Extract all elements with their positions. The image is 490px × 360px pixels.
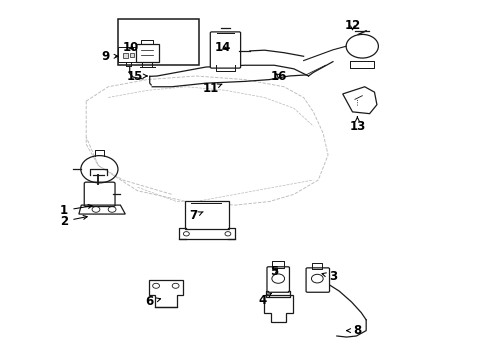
Text: 6: 6 — [146, 296, 161, 309]
FancyBboxPatch shape — [119, 47, 138, 62]
Text: 10: 10 — [123, 41, 139, 54]
Text: 1: 1 — [60, 204, 92, 217]
Text: 7: 7 — [190, 210, 203, 222]
FancyBboxPatch shape — [306, 268, 330, 292]
Text: 11: 11 — [203, 82, 222, 95]
Bar — [130, 53, 134, 57]
Text: 3: 3 — [322, 270, 337, 283]
FancyBboxPatch shape — [84, 182, 115, 207]
FancyBboxPatch shape — [210, 32, 241, 68]
Bar — [118, 19, 198, 65]
Text: 8: 8 — [346, 324, 362, 337]
Text: 16: 16 — [271, 69, 288, 82]
Text: 2: 2 — [60, 215, 87, 228]
Text: 14: 14 — [215, 41, 231, 54]
Text: 5: 5 — [270, 265, 278, 278]
Text: 4: 4 — [258, 293, 271, 307]
Bar — [123, 53, 128, 58]
Text: 9: 9 — [101, 50, 118, 63]
FancyBboxPatch shape — [185, 201, 229, 229]
Text: 12: 12 — [344, 19, 361, 32]
Text: 15: 15 — [127, 69, 147, 82]
FancyBboxPatch shape — [267, 267, 290, 292]
FancyBboxPatch shape — [136, 44, 159, 62]
Text: 13: 13 — [349, 117, 366, 133]
